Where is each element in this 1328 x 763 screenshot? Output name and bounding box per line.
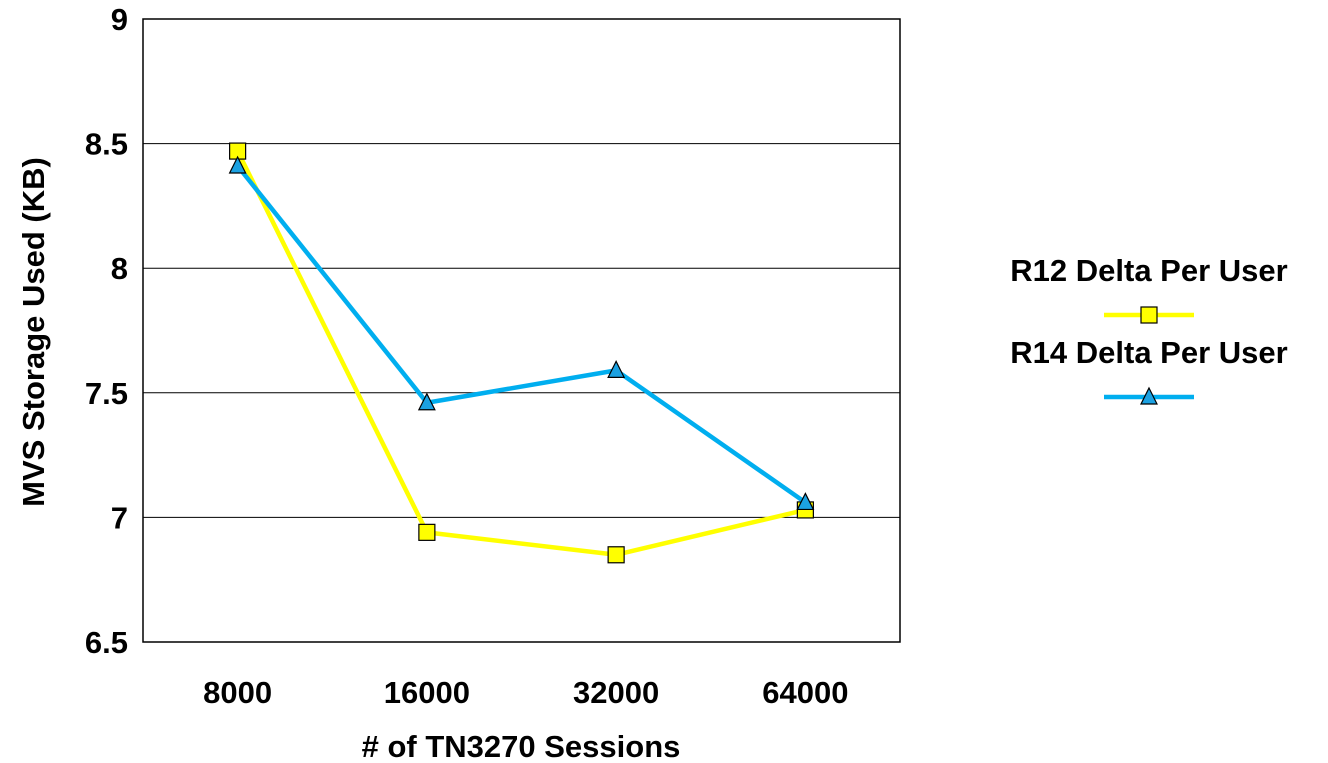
data-point: [418, 523, 436, 541]
series-line: [235, 164, 807, 505]
y-axis-ticks: 6.5 7 7.5 8 8.5 9: [85, 2, 128, 660]
legend-label: R14 Delta Per User: [1010, 335, 1287, 370]
series-1: [229, 142, 814, 564]
data-point: [417, 392, 436, 411]
y-axis-title: MVS Storage Used (KB): [16, 157, 51, 507]
series-line: [235, 150, 806, 558]
y-tick-label: 8.5: [85, 127, 128, 162]
x-tick-label: 64000: [762, 675, 848, 710]
x-axis-ticks: 8000 16000 32000 64000: [203, 675, 848, 710]
x-tick-label: 16000: [384, 675, 470, 710]
legend: R12 Delta Per User R14 Delta Per User: [1010, 253, 1288, 405]
legend-marker: [1140, 386, 1158, 405]
data-point: [796, 492, 815, 511]
x-axis-title: # of TN3270 Sessions: [362, 729, 681, 763]
y-tick-label: 7.5: [85, 376, 128, 411]
series-2: [228, 155, 815, 511]
legend-item: R12 Delta Per User: [1010, 253, 1288, 324]
x-tick-label: 32000: [573, 675, 659, 710]
y-tick-label: 7: [111, 500, 128, 535]
data-point: [228, 155, 247, 174]
legend-item: R14 Delta Per User: [1010, 335, 1288, 405]
data-point: [607, 360, 626, 378]
y-tick-label: 8: [111, 251, 128, 286]
data-point: [607, 546, 625, 564]
y-tick-label: 9: [111, 2, 128, 37]
series-layer: [228, 142, 815, 564]
y-tick-label: 6.5: [85, 625, 128, 660]
plot-area: [142, 18, 901, 643]
legend-marker: [1140, 306, 1158, 324]
x-tick-label: 8000: [203, 675, 272, 710]
legend-label: R12 Delta Per User: [1010, 253, 1287, 288]
